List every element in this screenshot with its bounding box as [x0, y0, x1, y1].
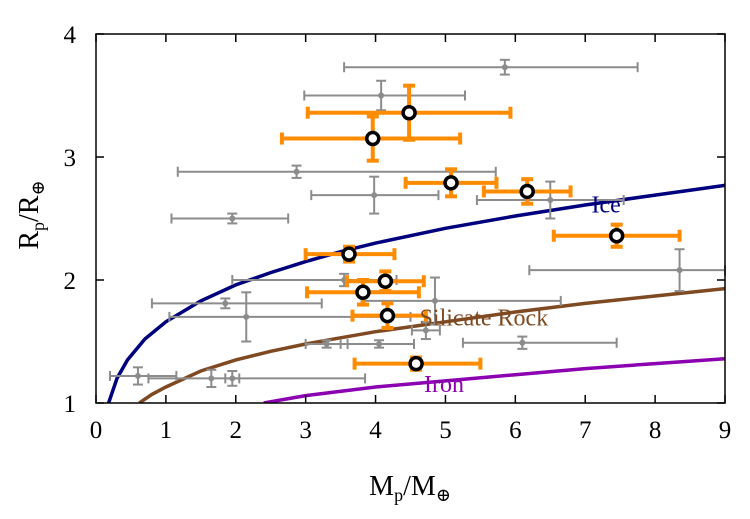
data-point-marker	[377, 273, 394, 289]
orange-data-point	[305, 278, 421, 307]
data-point-marker	[501, 64, 508, 71]
y-tick-label: 1	[64, 391, 77, 418]
data-point-marker	[379, 307, 396, 324]
iron-curve	[263, 356, 725, 403]
gray-data-point	[410, 320, 441, 341]
ice-curve-label: Ice	[592, 192, 621, 218]
orange-data-point	[481, 177, 573, 206]
data-point-marker	[341, 246, 357, 262]
y-tick-label: 4	[64, 22, 77, 49]
data-point-marker	[519, 183, 535, 200]
y-axis-label: Rp/R⊕	[14, 180, 48, 249]
data-point-marker	[134, 372, 141, 379]
x-tick-label: 1	[160, 417, 173, 444]
gray-data-point	[147, 368, 367, 389]
gray-data-point	[343, 58, 639, 76]
x-tick-label: 8	[649, 417, 662, 444]
data-point-marker	[408, 355, 424, 372]
data-point-marker	[229, 375, 236, 382]
x-tick-label: 3	[299, 417, 312, 444]
gray-data-point	[310, 175, 440, 215]
data-point-marker	[355, 284, 371, 301]
x-tick-label: 4	[369, 417, 382, 444]
y-tick-label: 3	[64, 145, 77, 172]
orange-data-point	[551, 222, 682, 249]
data-point-marker	[422, 327, 429, 334]
data-point-marker	[443, 175, 459, 191]
orange-data-point	[350, 301, 428, 330]
data-point-marker	[222, 300, 229, 307]
data-point-marker	[365, 130, 381, 147]
x-tick-label: 2	[230, 417, 243, 444]
data-point-marker	[208, 375, 215, 382]
gray-data-point	[176, 164, 497, 179]
data-point-marker	[676, 267, 683, 274]
gray-data-point	[339, 338, 415, 349]
data-point-marker	[376, 340, 383, 347]
plot-frame	[95, 33, 726, 404]
gray-data-point	[528, 248, 726, 293]
data-point-marker	[323, 340, 330, 347]
data-point-marker	[378, 92, 385, 99]
x-tick-label: 7	[579, 417, 592, 444]
data-point-marker	[401, 104, 417, 121]
data-point-marker	[229, 215, 236, 222]
data-point-marker	[519, 339, 526, 346]
data-point-marker	[293, 168, 300, 175]
orange-data-point	[403, 167, 499, 199]
x-tick-label: 9	[719, 417, 732, 444]
gray-data-point	[150, 297, 323, 310]
data-point-marker	[371, 192, 378, 199]
data-points	[108, 58, 726, 389]
data-point-marker	[608, 227, 625, 244]
data-point-marker	[243, 313, 250, 320]
gray-data-point	[108, 366, 178, 386]
gray-data-point	[461, 335, 618, 350]
x-tick-label: 6	[509, 417, 522, 444]
gray-data-point	[170, 212, 290, 225]
orange-data-point	[303, 244, 397, 264]
gray-data-point	[475, 180, 625, 220]
orange-data-point	[279, 114, 463, 163]
iron-curve-label: Iron	[424, 372, 464, 398]
gray-data-point	[224, 370, 241, 387]
x-tick-label: 0	[90, 417, 103, 444]
y-tick-label: 2	[64, 268, 77, 295]
gray-data-point	[303, 79, 467, 112]
data-point-marker	[547, 197, 554, 204]
data-point-marker	[431, 297, 438, 304]
orange-data-point	[352, 355, 483, 372]
silicate-rock-curve-label: Silicate Rock	[420, 306, 549, 332]
orange-data-point	[305, 83, 513, 142]
x-tick-label: 5	[439, 417, 452, 444]
x-axis-label: Mp/M⊕	[369, 471, 451, 505]
